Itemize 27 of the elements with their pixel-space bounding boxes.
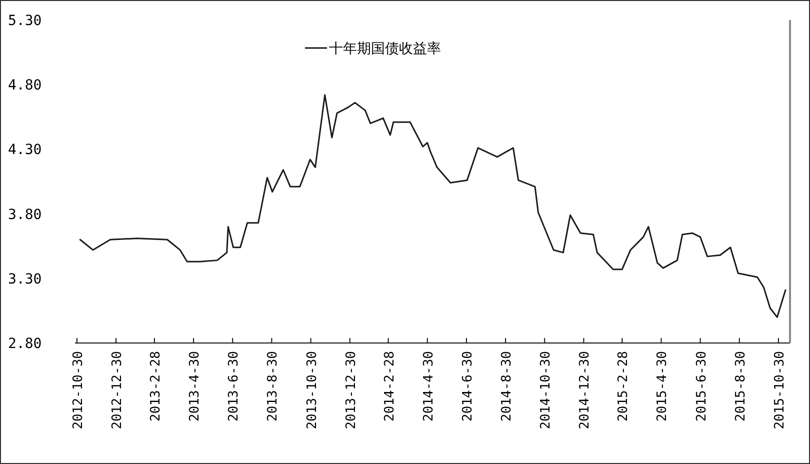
x-tick-label: 2014-4-30 [421,351,436,422]
legend-label: 十年期国债收益率 [329,41,441,57]
x-tick-label: 2015-6-30 [694,351,710,422]
y-tick-label: 5.30 [8,13,42,29]
x-tick-label: 2012-12-30 [110,351,126,430]
x-tick-label: 2012-10-30 [70,351,86,430]
x-tick-label: 2015-8-30 [733,351,748,422]
y-tick-label: 4.80 [8,78,42,94]
x-tick-label: 2015-2-28 [616,351,632,422]
y-tick-label: 3.80 [8,206,42,223]
x-tick-label: 2014-10-30 [538,351,554,430]
line-series [79,94,786,318]
x-tick-label: 2013-6-30 [226,351,242,422]
y-tick-label: 2.80 [8,336,42,352]
x-tick-label: 2014-2-28 [382,351,398,422]
x-tick-label: 2014-6-30 [460,351,476,422]
x-tick-label: 2013-8-30 [266,351,281,422]
x-tick-label: 2015-4-30 [655,351,670,422]
x-tick-label: 2013-4-30 [188,351,203,422]
x-tick-label: 2013-2-28 [148,351,164,422]
y-tick-label: 3.30 [8,271,42,288]
x-tick-label: 2013-10-30 [304,351,320,430]
x-tick-label: 2013-12-30 [344,351,359,430]
x-tick-label: 2014-12-30 [578,351,593,430]
x-tick-label: 2014-8-30 [500,351,515,422]
y-tick-label: 4.30 [8,142,42,158]
x-tick-label: 2015-10-30 [772,351,788,430]
